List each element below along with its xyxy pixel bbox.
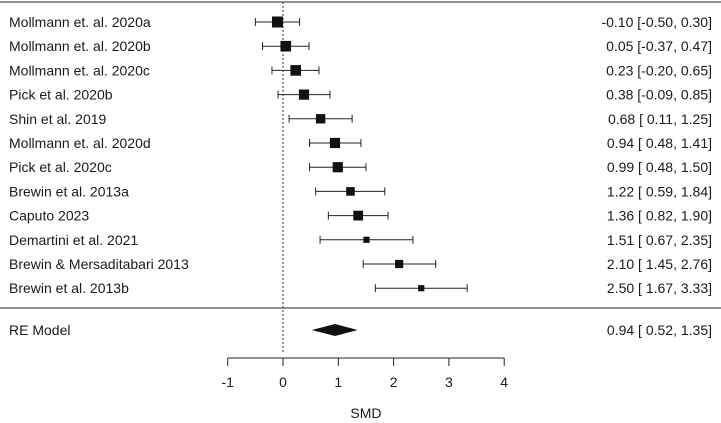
study-row: Mollmann et. al. 2020a -0.10 [-0.50, 0.30… bbox=[9, 14, 712, 30]
estimate-marker bbox=[329, 137, 341, 149]
estimate-marker bbox=[280, 40, 292, 52]
x-tick-label: 0 bbox=[279, 374, 287, 390]
study-ci-text: 2.10 [ 1.45, 2.76] bbox=[607, 256, 712, 272]
study-label: Caputo 2023 bbox=[9, 208, 89, 224]
study-ci-text: 0.05 [-0.37, 0.47] bbox=[606, 38, 712, 54]
study-ci-text: 0.38 [-0.09, 0.85] bbox=[606, 87, 712, 103]
study-row: Mollmann et. al. 2020b 0.05 [-0.37, 0.47] bbox=[9, 38, 712, 54]
study-label: Shin et al. 2019 bbox=[9, 111, 107, 127]
study-label: Demartini et al. 2021 bbox=[9, 232, 138, 248]
study-row: Pick et al. 2020b 0.38 [-0.09, 0.85] bbox=[9, 87, 712, 103]
study-ci-text: 2.50 [ 1.67, 3.33] bbox=[607, 280, 712, 296]
estimate-marker bbox=[332, 162, 343, 173]
study-row: Brewin et al. 2013a 1.22 [ 0.59, 1.84] bbox=[9, 183, 712, 199]
study-ci-text: 1.51 [ 0.67, 2.35] bbox=[607, 232, 712, 248]
study-row: Brewin & Mersaditabari 2013 2.10 [ 1.45, … bbox=[9, 256, 712, 272]
estimate-marker bbox=[271, 16, 283, 28]
x-tick-label: -1 bbox=[221, 374, 234, 390]
summary-row: RE Model 0.94 [ 0.52, 1.35] bbox=[9, 322, 712, 338]
study-row: Demartini et al. 2021 1.51 [ 0.67, 2.35] bbox=[9, 232, 712, 248]
study-row: Pick et al. 2020c 0.99 [ 0.48, 1.50] bbox=[9, 159, 712, 175]
study-ci-text: 1.22 [ 0.59, 1.84] bbox=[607, 183, 712, 199]
estimate-marker bbox=[418, 285, 425, 292]
summary-label: RE Model bbox=[9, 322, 70, 338]
estimate-marker bbox=[353, 210, 364, 221]
study-label: Mollmann et. al. 2020b bbox=[9, 38, 151, 54]
summary-ci-text: 0.94 [ 0.52, 1.35] bbox=[607, 322, 712, 338]
study-ci-text: -0.10 [-0.50, 0.30] bbox=[601, 14, 712, 30]
study-row: Shin et al. 2019 0.68 [ 0.11, 1.25] bbox=[9, 111, 712, 127]
study-ci-text: 1.36 [ 0.82, 1.90] bbox=[607, 208, 712, 224]
study-label: Brewin et al. 2013a bbox=[9, 183, 129, 199]
study-row: Mollmann et. al. 2020c 0.23 [-0.20, 0.65] bbox=[9, 62, 712, 78]
study-label: Brewin et al. 2013b bbox=[9, 280, 129, 296]
study-ci-text: 0.99 [ 0.48, 1.50] bbox=[607, 159, 712, 175]
estimate-marker bbox=[363, 236, 370, 243]
x-tick-label: 3 bbox=[445, 374, 453, 390]
x-tick-label: 1 bbox=[334, 374, 342, 390]
x-tick-label: 4 bbox=[500, 374, 508, 390]
estimate-marker bbox=[298, 89, 310, 100]
estimate-marker bbox=[346, 187, 355, 196]
study-label: Mollmann et. al. 2020a bbox=[9, 14, 151, 30]
study-label: Brewin & Mersaditabari 2013 bbox=[9, 256, 189, 272]
study-label: Pick et al. 2020b bbox=[9, 87, 113, 103]
x-axis-label: SMD bbox=[350, 405, 381, 421]
study-ci-text: 0.94 [ 0.48, 1.41] bbox=[607, 135, 712, 151]
study-row: Caputo 2023 1.36 [ 0.82, 1.90] bbox=[9, 208, 712, 224]
x-tick-label: 2 bbox=[390, 374, 398, 390]
study-rows: Mollmann et. al. 2020a -0.10 [-0.50, 0.30… bbox=[9, 14, 712, 296]
summary-diamond bbox=[311, 324, 358, 336]
study-label: Mollmann et. al. 2020c bbox=[9, 62, 150, 78]
study-row: Mollmann et. al. 2020d 0.94 [ 0.48, 1.41] bbox=[9, 135, 712, 151]
estimate-marker bbox=[395, 259, 404, 269]
study-ci-text: 0.23 [-0.20, 0.65] bbox=[606, 62, 712, 78]
study-ci-text: 0.68 [ 0.11, 1.25] bbox=[608, 111, 712, 127]
estimate-marker bbox=[290, 65, 302, 76]
plot-frame bbox=[0, 1, 721, 309]
study-row: Brewin et al. 2013b 2.50 [ 1.67, 3.33] bbox=[9, 280, 712, 296]
study-label: Mollmann et. al. 2020d bbox=[9, 135, 151, 151]
x-axis: -1 0 1 2 3 4 bbox=[221, 357, 508, 390]
estimate-marker bbox=[315, 114, 326, 124]
study-label: Pick et al. 2020c bbox=[9, 159, 112, 175]
